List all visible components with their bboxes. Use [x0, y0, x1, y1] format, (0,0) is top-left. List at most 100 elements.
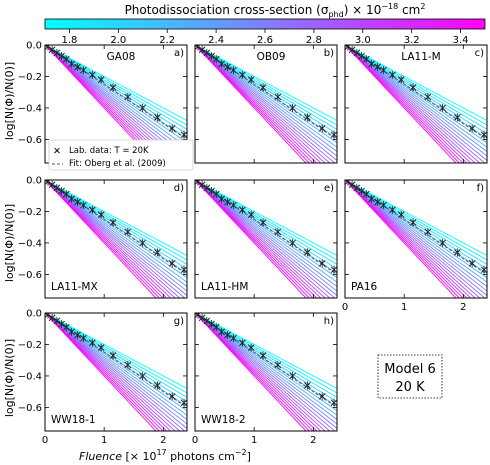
model-line [345, 180, 468, 298]
panel-letter: d) [174, 183, 184, 194]
colorbar-ticks: 1.8 2.0 2.2 2.4 2.6 2.8 3.0 3.2 3.4 [61, 29, 469, 46]
panel-la11-mx: 0.0 −0.2 −0.4 −0.6 d) LA11-MX [18, 176, 188, 299]
lab-data-point [80, 66, 87, 75]
lab-data-point [380, 201, 387, 210]
lab-data-point [68, 327, 75, 336]
panel-name: PA16 [351, 281, 378, 293]
model-line [45, 45, 187, 130]
panel-la11-hm: e) LA11-HM [194, 179, 338, 299]
model-line [345, 180, 457, 298]
fit-line [195, 180, 337, 275]
lab-data-point [304, 381, 311, 390]
lab-data-point [224, 63, 231, 72]
model-line [45, 45, 157, 163]
panel-frame [194, 44, 338, 164]
lab-data-point [74, 331, 81, 340]
ylabel-row-2: log[N(Φ)/N(0)] [3, 204, 16, 282]
lab-data-point [195, 180, 202, 186]
lab-data-point [80, 334, 87, 343]
model-line [195, 45, 314, 163]
lab-data-point [380, 66, 387, 75]
model-line [45, 45, 164, 163]
lab-data-point [274, 360, 282, 369]
y-tick-label: −0.4 [18, 103, 42, 114]
model-line [45, 180, 187, 270]
lab-data-point [345, 180, 352, 186]
model-line [345, 45, 486, 163]
model-line [195, 313, 337, 403]
model-line [195, 313, 322, 431]
colorbar-label: Photodissociation cross-section (σphd) ×… [125, 2, 426, 19]
model-line [195, 313, 310, 431]
lab-data-point [88, 338, 96, 347]
panel-frame [344, 179, 488, 299]
panel-letter: c) [475, 48, 484, 59]
lab-data-point [330, 130, 337, 139]
lab-data-point [397, 210, 405, 219]
panel-letter: a) [174, 48, 184, 59]
model-line [195, 180, 331, 298]
panel-frame [44, 179, 188, 299]
y-tick-label: 0.0 [26, 309, 42, 320]
lab-data-point [353, 183, 361, 192]
lab-data-point [53, 316, 61, 325]
model-line [195, 45, 337, 135]
lab-data-point [97, 210, 105, 219]
lab-data-point [212, 323, 220, 332]
model-line [345, 45, 457, 163]
model-line [345, 180, 486, 298]
panel-name: WW18-2 [201, 414, 246, 426]
model-line [45, 45, 187, 157]
lab-data-point [348, 180, 356, 189]
model-line [195, 313, 337, 389]
lab-data-point [198, 180, 206, 189]
lab-data-point [230, 201, 237, 210]
lab-data-point [409, 218, 417, 227]
lab-data-point [203, 316, 211, 325]
legend-lab-label: Lab. data: T = 20K [69, 146, 149, 156]
model-line [195, 45, 336, 163]
lab-data-point [62, 190, 70, 199]
panel-ww18-1: 0.0 −0.2 −0.4 −0.6 0 1 2 g) WW18-1 [18, 309, 188, 446]
lab-data-point [124, 92, 132, 101]
lab-data-point [353, 48, 361, 57]
x-tick-label: 1 [251, 435, 257, 446]
lab-data-point [409, 83, 417, 92]
model-line [45, 180, 187, 265]
lab-data-point [180, 265, 187, 274]
model-line [195, 45, 337, 121]
lab-data-point [195, 45, 202, 51]
lab-data-point [203, 48, 211, 57]
model-line [45, 313, 187, 398]
y-tick-label: 0.0 [26, 176, 42, 187]
lab-data-point [439, 238, 446, 247]
lab-data-point [74, 198, 81, 207]
model-line [195, 180, 337, 274]
panel-name: OB09 [257, 51, 286, 63]
lab-data-point [374, 198, 381, 207]
panel-la11-m: c) LA11-M [344, 44, 488, 164]
lab-data-point [224, 198, 231, 207]
model-line [195, 45, 337, 139]
x-tick-label: 1 [101, 435, 107, 446]
model-line [45, 313, 186, 431]
lab-data-point [348, 45, 356, 54]
y-tick-label: −0.6 [18, 135, 42, 146]
x-tick-label: 2 [160, 435, 166, 446]
lab-data-point [109, 351, 117, 360]
lab-data-point [58, 187, 65, 196]
lab-data-point [259, 83, 267, 92]
lab-data-point [68, 59, 75, 68]
model-line [45, 313, 160, 431]
model-line [195, 180, 337, 256]
lab-data-point [45, 180, 52, 186]
lab-data-point [97, 75, 105, 84]
y-tick-label: −0.4 [18, 238, 42, 249]
colorbar-tick-label: 2.0 [110, 35, 126, 46]
lab-data-point [397, 75, 405, 84]
xlabel: Fluence [× 1017 photons cm−2] [79, 448, 251, 463]
model-line [195, 180, 310, 298]
lab-data-point [374, 63, 381, 72]
y-tick-label: −0.2 [18, 72, 42, 83]
lab-data-point [468, 259, 476, 268]
